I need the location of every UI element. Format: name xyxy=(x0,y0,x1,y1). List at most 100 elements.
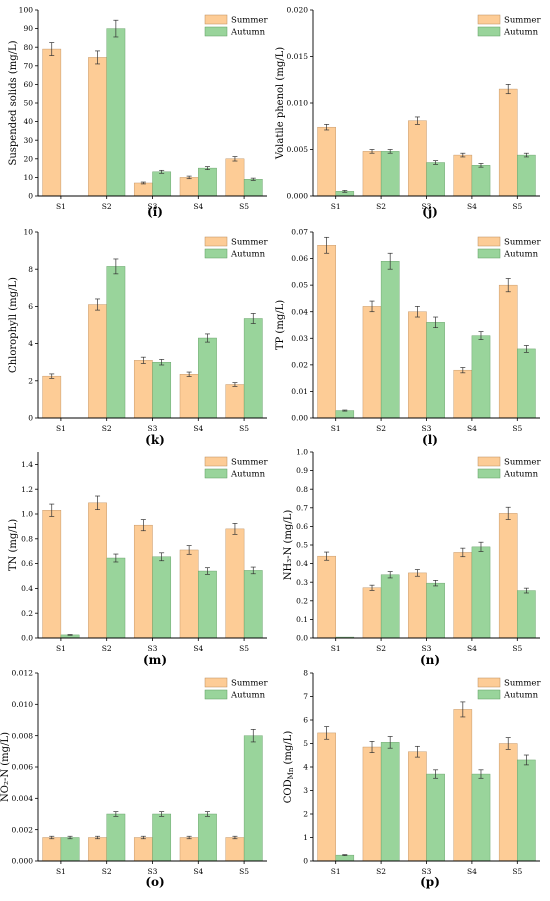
error-bar-autumn-s3 xyxy=(159,169,165,174)
error-bar-summer-s5 xyxy=(505,278,511,293)
x-tick-label: S2 xyxy=(102,867,112,876)
x-tick-label: S2 xyxy=(376,424,386,433)
panel-label: (i) xyxy=(147,205,163,219)
error-bar-summer-s4 xyxy=(186,835,192,840)
bar-summer-s4 xyxy=(179,177,199,197)
bar-summer-s5 xyxy=(498,284,518,419)
x-tick-label: S5 xyxy=(239,424,249,433)
legend-label-summer: Summer xyxy=(231,16,268,26)
x-tick-label: S1 xyxy=(56,867,66,876)
y-tick-label: 1.0 xyxy=(296,448,308,457)
y-tick-label: 0.020 xyxy=(287,6,309,15)
bar-autumn-s4 xyxy=(198,167,217,197)
x-tick-label: S3 xyxy=(422,424,432,433)
legend: Summer Autumn xyxy=(477,677,541,701)
legend: Summer Autumn xyxy=(204,14,268,38)
error-bar-summer-s1 xyxy=(49,835,55,840)
y-tick-label: 10 xyxy=(23,173,33,182)
legend-swatch-summer xyxy=(477,236,501,247)
error-bar-autumn-s5 xyxy=(523,345,529,353)
y-tick-label: 0.015 xyxy=(287,52,309,61)
legend-label-summer: Summer xyxy=(231,679,268,689)
error-bar-summer-s3 xyxy=(414,306,420,318)
error-bar-summer-s4 xyxy=(460,701,466,718)
x-tick-label: S3 xyxy=(422,644,432,653)
error-bar-summer-s5 xyxy=(232,156,238,162)
error-bar-summer-s5 xyxy=(232,523,238,535)
y-tick-label: 0 xyxy=(303,857,308,866)
y-tick-label: 0.000 xyxy=(12,857,34,866)
error-bar-summer-s2 xyxy=(95,50,101,65)
error-bar-autumn-s4 xyxy=(478,769,484,779)
bar-autumn-s4 xyxy=(471,546,491,639)
error-bar-summer-s2 xyxy=(95,835,101,840)
bar-summer-s2 xyxy=(362,306,382,419)
x-tick-label: S3 xyxy=(148,202,158,211)
error-bar-summer-s2 xyxy=(95,298,101,311)
x-tick-label: S1 xyxy=(331,867,341,876)
bar-autumn-s5 xyxy=(517,348,536,419)
bar-autumn-s5 xyxy=(243,179,263,197)
y-tick-label: 30 xyxy=(23,136,33,145)
y-tick-label: 1 xyxy=(303,833,308,842)
bar-summer-s5 xyxy=(498,88,518,197)
bar-autumn-s5 xyxy=(517,590,536,639)
bar-autumn-s2 xyxy=(106,813,126,862)
bar-autumn-s2 xyxy=(106,557,126,639)
error-bar-autumn-s5 xyxy=(523,754,529,766)
error-bar-summer-s3 xyxy=(414,569,420,577)
bar-summer-s4 xyxy=(453,154,473,197)
error-bar-autumn-s4 xyxy=(204,166,210,170)
legend-swatch-summer xyxy=(204,14,228,25)
bar-autumn-s5 xyxy=(243,570,263,639)
x-tick-label: S4 xyxy=(467,644,477,653)
y-tick-label: 0.005 xyxy=(287,145,309,154)
y-tick-label: 0.2 xyxy=(296,596,308,605)
error-bar-summer-s5 xyxy=(505,737,511,750)
x-tick-label: S1 xyxy=(56,202,66,211)
y-axis-label: NH₃-N (mg/L) xyxy=(283,510,294,581)
error-bar-autumn-s2 xyxy=(387,149,393,154)
bar-summer-s2 xyxy=(88,304,107,419)
y-tick-label: 0.4 xyxy=(21,584,33,593)
x-tick-label: S4 xyxy=(193,202,203,211)
bar-summer-s3 xyxy=(133,182,153,197)
chart-panel-1: S1 S2 S3 S4 S5 0 10 20 30 40 50 60 70 80 90 100 Suspende… xyxy=(8,6,268,219)
y-tick-label: 0.1 xyxy=(296,615,308,624)
bar-summer-s1 xyxy=(317,555,336,639)
x-tick-label: S1 xyxy=(331,424,341,433)
bar-autumn-s5 xyxy=(517,154,536,197)
y-tick-label: 0.00 xyxy=(291,414,308,423)
legend-label-autumn: Autumn xyxy=(230,470,266,480)
y-tick-label: 100 xyxy=(19,6,34,15)
y-tick-label: 70 xyxy=(23,61,33,70)
bar-summer-s1 xyxy=(42,48,62,197)
bar-summer-s3 xyxy=(408,120,427,197)
error-bar-autumn-s5 xyxy=(250,177,256,181)
legend: Summer Autumn xyxy=(204,236,268,260)
error-bar-summer-s5 xyxy=(232,835,238,840)
y-tick-label: 3 xyxy=(303,786,308,795)
legend-label-summer: Summer xyxy=(231,458,268,468)
y-tick-label: 60 xyxy=(23,80,33,89)
error-bar-autumn-s2 xyxy=(387,736,393,749)
bar-summer-s5 xyxy=(225,384,245,419)
x-tick-label: S2 xyxy=(102,644,112,653)
bar-summer-s1 xyxy=(317,245,336,419)
y-axis-label: TP (mg/L) xyxy=(275,300,286,350)
y-tick-label: 0.8 xyxy=(296,485,308,494)
x-tick-label: S4 xyxy=(467,424,477,433)
error-bar-summer-s5 xyxy=(505,84,511,95)
bar-autumn-s3 xyxy=(426,322,445,419)
x-tick-label: S5 xyxy=(512,644,522,653)
y-tick-label: 0.8 xyxy=(21,534,33,543)
bar-autumn-s3 xyxy=(152,813,172,862)
y-tick-label: 0.006 xyxy=(12,763,34,772)
bar-summer-s2 xyxy=(88,837,107,862)
error-bar-autumn-s4 xyxy=(204,567,210,575)
error-bar-summer-s4 xyxy=(460,152,466,158)
bar-summer-s5 xyxy=(225,528,245,639)
bar-autumn-s2 xyxy=(106,28,126,197)
y-tick-label: 0.07 xyxy=(291,228,308,237)
